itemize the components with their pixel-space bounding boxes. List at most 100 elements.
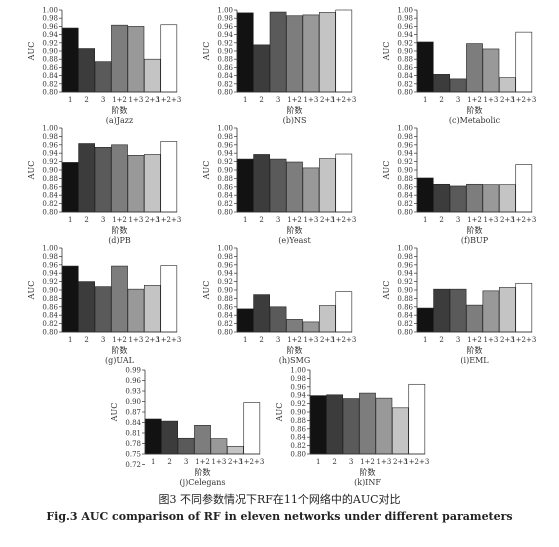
x-tick-label: 1+3 [304, 216, 319, 224]
y-axis-label: AUC [202, 161, 211, 181]
bar [449, 288, 467, 333]
bar [144, 154, 161, 213]
y-tick-label: 0.84 [397, 312, 413, 320]
bar [210, 438, 228, 455]
y-tick-label: 0.94 [397, 150, 413, 158]
y-tick-label: 1.00 [397, 7, 413, 15]
x-tick-label: 2 [84, 216, 88, 224]
y-tick-label: 0.92 [397, 39, 413, 47]
x-axis-label: 阶数 [467, 225, 483, 235]
x-axis-label: 阶数 [112, 345, 128, 355]
bar [127, 26, 145, 93]
x-tick-label: 1+2 [467, 96, 482, 104]
bar [449, 185, 467, 213]
y-tick-label: 0.92 [217, 158, 233, 166]
y-tick-label: 0.94 [42, 31, 58, 39]
x-tick-label: 1+3 [484, 96, 499, 104]
figure-caption-chinese: 图3 不同参数情况下RF在11个网络中的AUC对比 [158, 493, 401, 506]
x-tick-label: 1+2 [112, 336, 127, 344]
y-tick-label: 0.92 [290, 400, 306, 408]
panel-title: (a)Jazz [106, 116, 133, 125]
bar [482, 290, 500, 333]
y-tick-label: 0.96 [290, 383, 306, 391]
x-tick-label: 2 [167, 458, 171, 466]
x-tick-label: 1+2+3 [331, 336, 356, 344]
bar [466, 43, 483, 93]
bar [127, 288, 145, 333]
x-tick-label: 1+3 [304, 336, 319, 344]
x-tick-label: 2 [84, 96, 88, 104]
x-axis-label: 阶数 [195, 467, 211, 477]
bar [499, 184, 516, 213]
y-tick-label: 0.92 [42, 278, 58, 286]
y-tick-label: 0.98 [42, 15, 58, 23]
y-tick-label: 0.82 [290, 442, 306, 450]
panel-title: (j)Celegans [179, 478, 225, 487]
x-tick-label: 2+3 [500, 96, 515, 104]
x-tick-label: 3 [101, 96, 105, 104]
y-tick-label: 0.90 [217, 48, 233, 56]
y-tick-label: 0.90 [397, 167, 413, 175]
bar [227, 445, 244, 455]
x-tick-label: 2+3 [320, 336, 335, 344]
y-tick-label: 0.88 [397, 56, 413, 64]
x-tick-label: 2+3 [228, 458, 243, 466]
bar [342, 398, 360, 455]
bar [286, 15, 303, 93]
y-tick-label: 0.99 [125, 367, 141, 375]
x-tick-label: 1+2+3 [511, 96, 536, 104]
bar [78, 143, 95, 213]
chart-panel: 1.000.980.960.940.920.900.880.860.840.82… [382, 245, 536, 366]
y-tick-label: 0.94 [217, 31, 233, 39]
y-tick-label: 0.96 [125, 377, 141, 385]
y-tick-label: 0.88 [397, 175, 413, 183]
x-tick-label: 3 [456, 216, 460, 224]
y-tick-label: 0.88 [217, 295, 233, 303]
y-tick-label: 0.92 [217, 39, 233, 47]
y-tick-label: 0.82 [397, 80, 413, 88]
bar [253, 294, 270, 333]
x-tick-label: 1+3 [129, 336, 144, 344]
chart-panel: 1.000.980.960.940.920.900.880.860.840.82… [382, 125, 536, 246]
x-tick-label: 1+2 [287, 336, 302, 344]
x-tick-label: 2 [259, 336, 263, 344]
x-tick-label: 1 [316, 458, 320, 466]
bar [416, 41, 434, 93]
x-tick-label: 2+3 [393, 458, 408, 466]
y-axis-label: AUC [202, 42, 211, 62]
y-tick-label: 0.82 [397, 200, 413, 208]
y-tick-label: 0.84 [397, 72, 413, 80]
y-tick-label: 0.84 [42, 72, 58, 80]
bar [144, 58, 161, 93]
x-axis-label: 阶数 [112, 105, 128, 115]
x-tick-label: 1+2 [467, 216, 482, 224]
y-tick-label: 0.87 [125, 409, 141, 417]
y-tick-label: 0.84 [217, 312, 233, 320]
y-tick-label: 1.00 [217, 7, 233, 15]
bar [236, 308, 254, 333]
x-tick-label: 2+3 [500, 216, 515, 224]
bar [269, 11, 287, 93]
bar [326, 394, 343, 455]
bar [515, 31, 533, 93]
y-axis-label: AUC [275, 403, 284, 423]
bar [302, 167, 320, 213]
x-tick-label: 1+3 [129, 96, 144, 104]
bar [359, 392, 376, 455]
x-tick-label: 1+3 [377, 458, 392, 466]
x-tick-label: 3 [101, 336, 105, 344]
y-tick-label: 0.96 [397, 261, 413, 269]
panel-title: (f)BUP [461, 236, 489, 245]
y-tick-label: 0.88 [217, 175, 233, 183]
x-tick-label: 2+3 [500, 336, 515, 344]
y-tick-label: 0.96 [397, 141, 413, 149]
bar [416, 177, 434, 213]
y-tick-label: 0.90 [42, 48, 58, 56]
x-tick-label: 1 [243, 96, 247, 104]
x-tick-label: 1+2 [287, 216, 302, 224]
panel-title: (b)NS [283, 116, 307, 125]
x-tick-label: 3 [101, 216, 105, 224]
x-tick-label: 1+2+3 [156, 96, 181, 104]
bar [319, 12, 336, 93]
y-tick-label: 1.00 [397, 125, 413, 133]
